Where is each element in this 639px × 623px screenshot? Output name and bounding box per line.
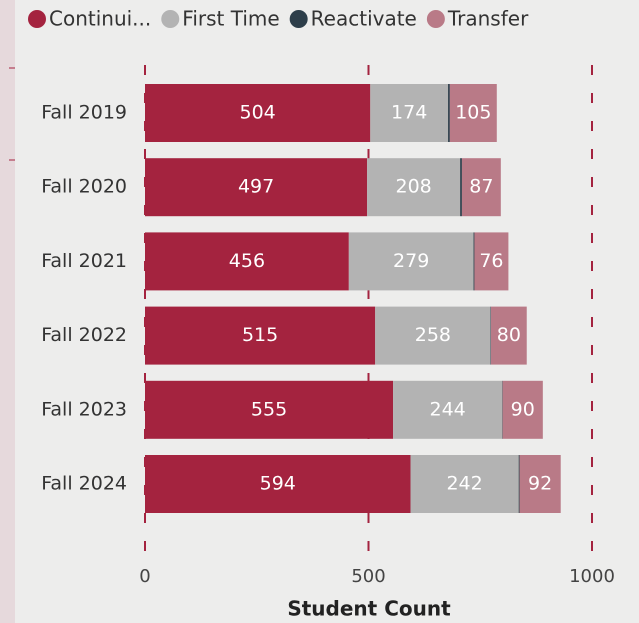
data-label: 242 [446,473,482,495]
bar-segment [474,232,509,291]
data-label: 244 [429,398,465,420]
data-label: 504 [240,102,276,124]
bar-segment [410,455,519,513]
bar-segment [473,232,475,291]
bar-segment [449,84,497,142]
bar-segment [519,455,561,513]
data-label: 497 [238,176,274,198]
bar-segment [367,158,461,217]
data-label: 174 [391,102,427,124]
y-tick-label: Fall 2022 [41,324,127,346]
data-label: 594 [260,473,296,495]
bar-segment [502,380,543,439]
data-label: 92 [528,473,552,495]
x-tick-label: 0 [139,566,150,587]
bar-segment [348,232,474,291]
data-label: 80 [497,324,521,346]
data-label: 515 [242,324,278,346]
bar-segment [145,84,371,142]
data-label: 87 [469,176,493,198]
y-tick-label: Fall 2019 [41,102,127,124]
data-label: 208 [396,176,432,198]
data-label: 76 [479,250,503,272]
data-label: 456 [229,250,265,272]
data-label: 90 [511,398,535,420]
bar-segment [370,84,449,142]
bar-segment [490,306,527,365]
x-tick-label: 500 [351,566,385,587]
bar-segment [460,158,462,217]
data-label: 258 [415,324,451,346]
bar-segment [393,380,503,439]
legend-swatch [426,10,445,28]
y-tick-label: Fall 2024 [41,473,127,495]
bar-segment [145,306,376,365]
bar-segment [145,380,394,439]
bar-segment [145,232,349,291]
legend-label: Reactivate [311,7,417,31]
legend-label: Continui... [49,7,151,31]
x-tick-label: 1000 [569,566,615,587]
data-label: 279 [393,250,429,272]
bar-segment [518,455,520,513]
x-axis-title: Student Count [287,597,451,621]
y-tick-label: Fall 2023 [41,398,127,420]
legend-label: Transfer [447,7,529,31]
legend-swatch [161,10,180,28]
data-label: 105 [455,102,491,124]
side-strip [0,0,15,623]
y-tick-label: Fall 2020 [41,176,127,198]
bar-segment [145,158,368,217]
bar-segment [461,158,501,217]
legend-swatch [28,10,46,28]
legend-swatch [289,10,308,28]
y-tick-label: Fall 2021 [41,250,127,272]
bar-segment [375,306,491,365]
legend-label: First Time [182,7,279,31]
data-label: 555 [251,398,287,420]
bar-segment [448,84,450,142]
bar-segment [145,455,411,513]
